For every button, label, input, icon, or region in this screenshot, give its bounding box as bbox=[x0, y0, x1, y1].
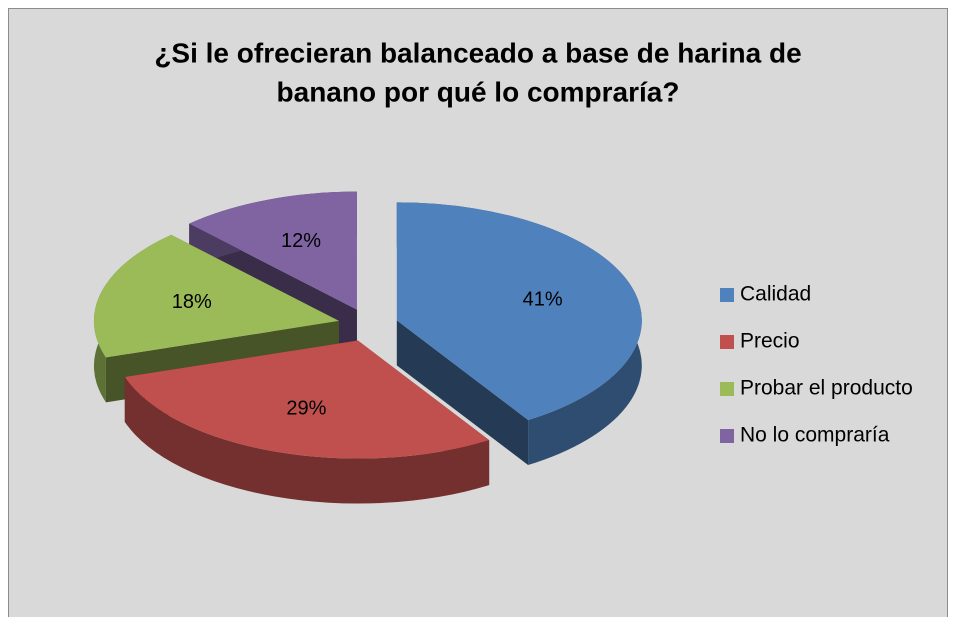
slice bbox=[93, 234, 339, 358]
data-label: 29% bbox=[286, 398, 326, 420]
slice-side bbox=[396, 320, 529, 466]
data-label: 18% bbox=[172, 291, 212, 313]
slice bbox=[396, 202, 642, 421]
chart-title: banano por qué lo compraría? bbox=[277, 76, 680, 107]
legend-swatch bbox=[720, 335, 734, 349]
data-label: 41% bbox=[523, 288, 563, 310]
legend-label: Precio bbox=[740, 330, 800, 353]
legend-label: No lo compraría bbox=[740, 424, 890, 447]
data-label: 12% bbox=[281, 230, 321, 252]
legend-swatch bbox=[720, 288, 734, 302]
legend-swatch bbox=[720, 382, 734, 396]
legend-swatch bbox=[720, 429, 734, 443]
slice-wall bbox=[124, 376, 490, 504]
chart-title: ¿Si le ofrecieran balanceado a base de h… bbox=[154, 37, 801, 68]
slice bbox=[124, 340, 490, 459]
legend-label: Probar el producto bbox=[740, 377, 913, 400]
legend-label: Calidad bbox=[740, 283, 811, 306]
slice bbox=[189, 191, 357, 310]
